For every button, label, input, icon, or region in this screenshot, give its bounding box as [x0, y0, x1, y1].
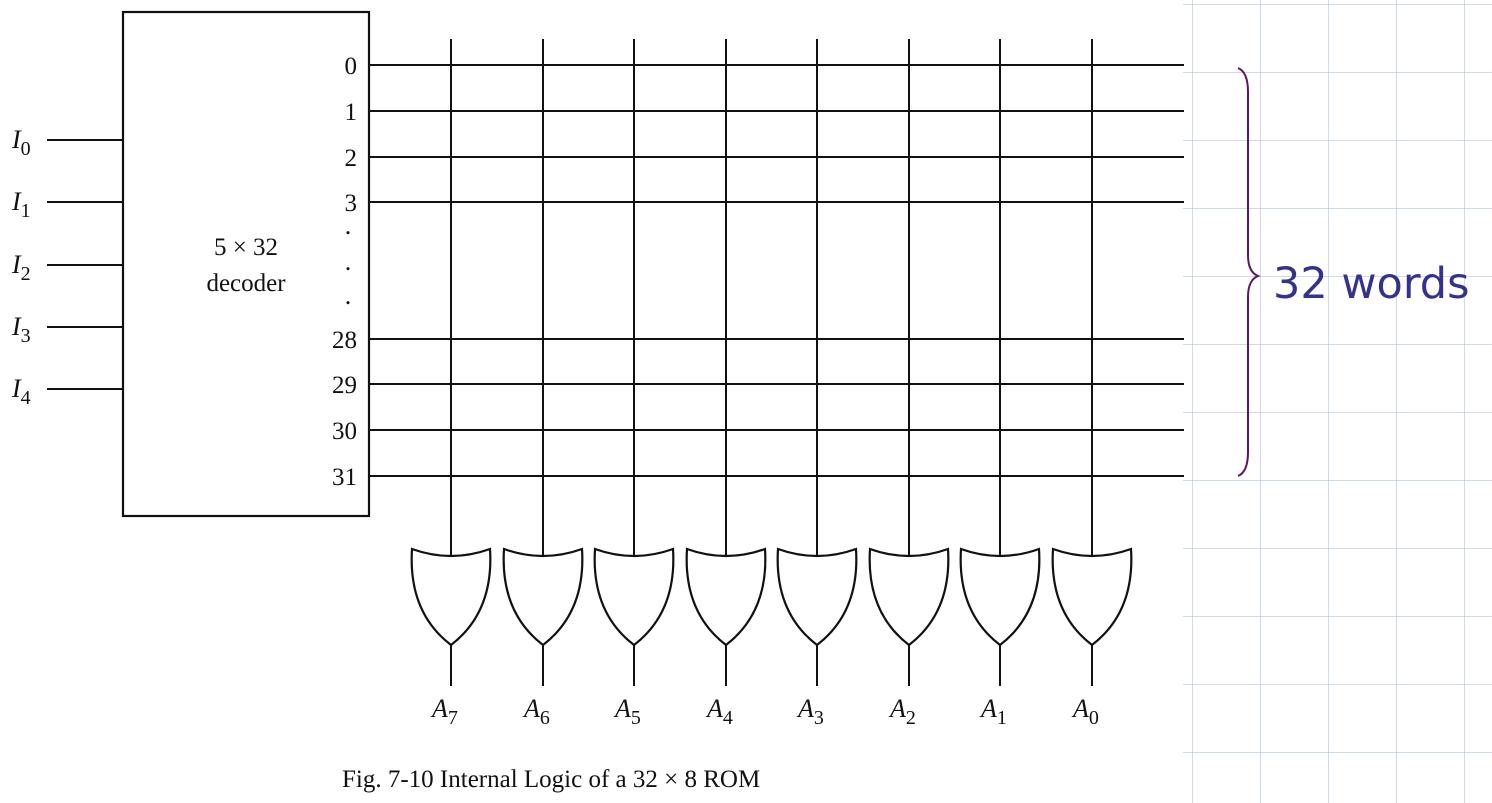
or-gate — [502, 547, 584, 647]
figure-caption: Fig. 7-10 Internal Logic of a 32 × 8 ROM — [342, 766, 760, 793]
input-label-2: I2 — [11, 250, 31, 285]
output-label-5: A5 — [613, 694, 641, 729]
decoder-name-label: decoder — [206, 270, 286, 297]
or-gate — [410, 547, 492, 647]
output-label-0: A0 — [1071, 694, 1099, 729]
output-label-3: A3 — [796, 694, 824, 729]
output-label-1: A1 — [979, 694, 1007, 729]
input-label-1: I1 — [11, 187, 31, 222]
or-gate — [959, 547, 1041, 647]
input-label-3: I3 — [11, 312, 31, 347]
word-line-label: 29 — [332, 372, 357, 399]
input-lines: I0 I1 I2 I3 I4 — [11, 125, 123, 409]
output-labels: A7 A6 A5 A4 A3 A2 A1 A0 — [430, 694, 1099, 729]
ellipsis-dot: . — [345, 211, 352, 240]
word-line-label: 31 — [332, 464, 357, 491]
input-label-4: I4 — [11, 374, 31, 409]
output-label-6: A6 — [522, 694, 550, 729]
input-label-0: I0 — [11, 125, 31, 160]
or-gate — [776, 547, 858, 647]
word-line-label: 30 — [332, 418, 357, 445]
output-label-2: A2 — [888, 694, 916, 729]
output-label-7: A7 — [430, 694, 458, 729]
ellipsis-dot: . — [345, 281, 352, 310]
or-gate — [1051, 547, 1133, 647]
or-gate — [868, 547, 950, 647]
word-line-label: 28 — [332, 327, 357, 354]
word-line-label: 3 — [345, 190, 358, 217]
word-line-label: 1 — [345, 99, 358, 126]
bit-columns — [450, 39, 1093, 557]
words-brace — [1237, 67, 1261, 477]
decoder-size-label: 5 × 32 — [214, 234, 278, 261]
word-line-label: 0 — [345, 53, 358, 80]
or-gate — [593, 547, 675, 647]
ellipsis-dot: . — [345, 247, 352, 276]
or-gate — [685, 547, 767, 647]
decoder-box — [121, 10, 371, 518]
words-label: 32 words — [1273, 259, 1469, 309]
word-line-label: 2 — [345, 145, 358, 172]
or-gates — [410, 547, 1133, 686]
output-label-4: A4 — [705, 694, 733, 729]
word-lines: 0 1 2 3 28 29 30 31... — [332, 53, 1184, 491]
